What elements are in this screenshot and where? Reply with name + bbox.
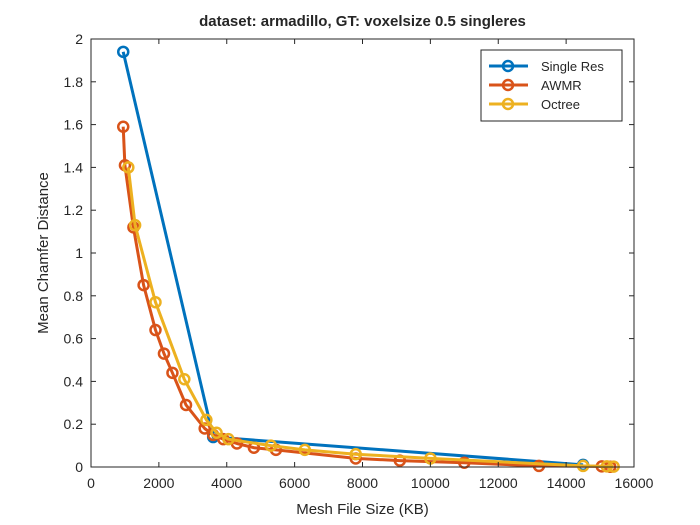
x-tick-label: 0 [87,475,95,491]
x-tick-label: 16000 [615,475,654,491]
data-point-octree [178,373,191,386]
x-tick-label: 8000 [347,475,378,491]
y-tick-label: 0.2 [64,416,84,432]
data-point-octree [600,460,614,473]
y-tick-label: 0.8 [64,288,84,304]
legend-swatch-marker [501,59,515,73]
y-axis-label: Mean Chamfer Distance [35,172,52,334]
y-tick-label: 1.2 [64,202,84,218]
x-tick-label: 10000 [411,475,450,491]
legend-item-octree: Octree [489,97,580,112]
data-point-octree [149,295,162,309]
data-point-octree [128,218,142,232]
legend-swatch-marker [501,97,515,111]
data-point-awmr [179,398,193,412]
y-tick-label: 1 [75,245,83,261]
data-point-octree [222,432,235,446]
data-point-awmr [532,459,546,473]
x-tick-label: 14000 [547,475,586,491]
legend-item-awmr: AWMR [489,78,582,93]
series-octree [122,161,620,473]
data-point-octree [298,443,312,457]
y-tick-label: 0.4 [64,373,84,389]
x-tick-label: 2000 [143,475,174,491]
legend-swatch-marker [501,78,515,92]
data-point-octree [200,413,213,427]
y-tick-label: 0.6 [64,331,84,347]
x-tick-label: 4000 [211,475,242,491]
data-point-octree [264,439,278,452]
chart-title: dataset: armadillo, GT: voxelsize 0.5 si… [199,13,526,30]
data-point-octree [210,426,223,440]
legend-label: AWMR [541,78,582,93]
y-tick-label: 1.4 [64,159,84,175]
data-point-awmr [157,347,171,360]
x-tick-label: 12000 [479,475,518,491]
data-point-single-res [116,45,130,59]
y-tick-label: 1.8 [64,74,84,90]
y-tick-label: 1.6 [64,117,84,133]
legend-item-single-res: Single Res [489,59,604,74]
data-point-awmr [137,278,150,292]
data-point-octree [122,161,135,174]
x-axis-label: Mesh File Size (KB) [296,501,429,518]
x-tick-label: 6000 [279,475,310,491]
data-point-awmr [166,366,179,380]
data-point-octree [349,447,362,461]
ticks-layer: 0 2000 4000 6000 8000 10000 12000 14000 16000 0 0.… [64,31,654,491]
legend-label: Octree [541,97,580,112]
y-tick-label: 2 [75,31,83,47]
data-point-octree [576,459,590,473]
data-point-awmr [458,456,471,469]
data-point-awmr [116,120,130,133]
data-point-awmr [149,323,162,337]
legend: Single Res AWMR Octree [480,49,623,122]
series-layer [116,45,620,474]
series-line-octree [126,167,614,469]
y-tick-label: 0 [75,459,83,475]
legend-label: Single Res [541,59,604,74]
